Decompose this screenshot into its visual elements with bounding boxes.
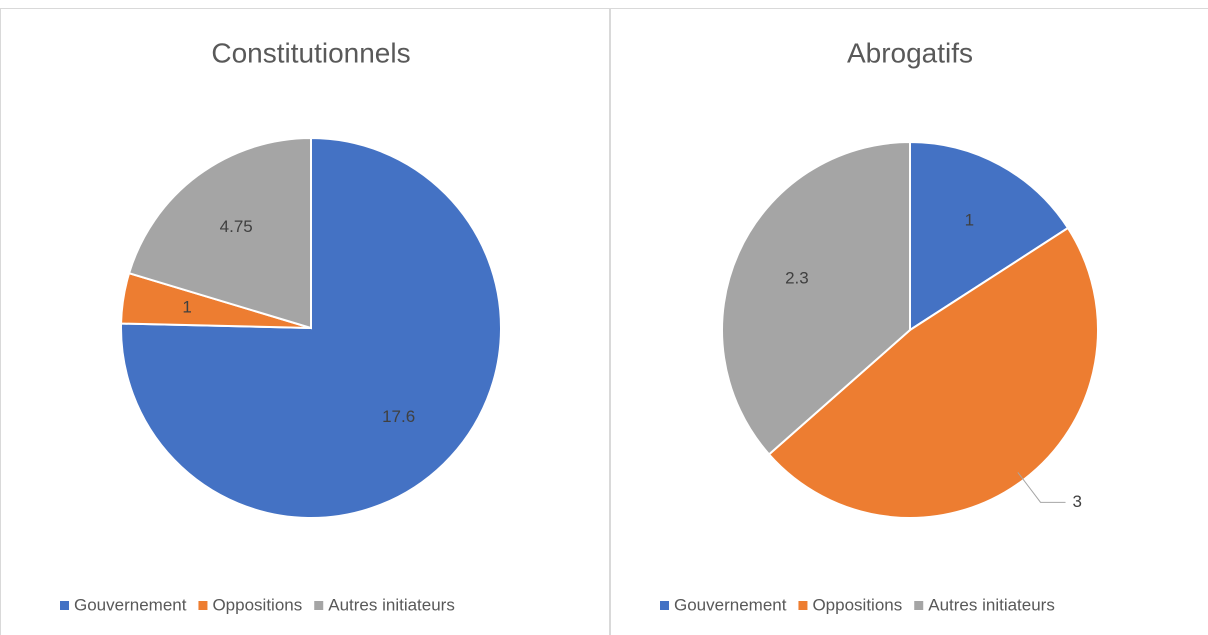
chart-title: Abrogatifs (847, 37, 973, 68)
legend-swatch (314, 601, 324, 610)
legend-swatch (660, 601, 669, 610)
legend-label: Oppositions (812, 595, 902, 614)
data-label: 1 (182, 298, 191, 317)
leader-line (1017, 472, 1066, 503)
legend-label: Gouvernement (74, 595, 187, 614)
data-label: 1 (965, 211, 974, 230)
legend-label: Gouvernement (674, 595, 787, 614)
data-label: 3 (1073, 492, 1082, 511)
legend-swatch (914, 601, 924, 610)
legend-swatch (798, 601, 808, 610)
data-label: 4.75 (220, 217, 253, 236)
legend-label: Autres initiateurs (328, 595, 455, 614)
pie-slice (909, 140, 1070, 332)
data-label: 17.6 (382, 407, 415, 426)
chart-title: Constitutionnels (211, 37, 410, 68)
pie-slice (127, 136, 312, 330)
legend-label: Oppositions (212, 595, 302, 614)
pie-slice (721, 140, 911, 456)
legend-swatch (198, 601, 208, 610)
legend-swatch (60, 601, 69, 610)
legend-label: Autres initiateurs (928, 595, 1055, 614)
data-label: 2.3 (785, 268, 809, 287)
